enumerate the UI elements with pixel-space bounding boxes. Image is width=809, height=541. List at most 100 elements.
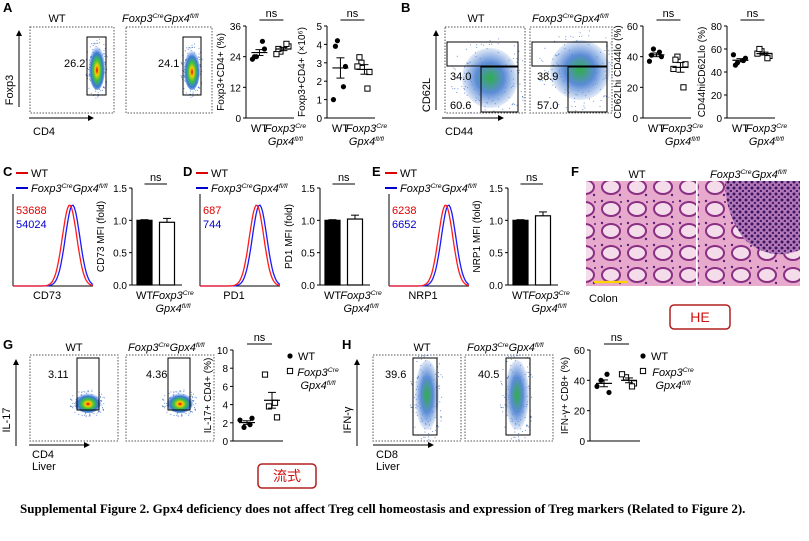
scatter-dot xyxy=(493,110,495,112)
scatter-dot xyxy=(177,413,179,415)
panelA-chart2-y-tick-label: 5 xyxy=(316,22,322,33)
scatter-dot xyxy=(70,398,72,400)
scatter-dot xyxy=(102,89,104,91)
panelA-chart1-point xyxy=(273,51,280,58)
panelB-chart2-x-label-ko-line2: Gpx4fl/fl xyxy=(749,136,784,148)
scatter-dot xyxy=(193,404,195,406)
panelD-bar-chart-y-tick-label: 0.5 xyxy=(301,249,315,260)
panel-letter-C: C xyxy=(3,164,13,179)
scatter-dot xyxy=(523,79,525,81)
scatter-dot xyxy=(502,395,504,397)
scatter-dot xyxy=(510,358,512,360)
panelB-chart1-y-title: CD62Lhi CD44lo (%) xyxy=(613,25,624,118)
scatter-dot xyxy=(511,103,513,105)
panelD-bar-chart-y-title: PD1 MFI (fold) xyxy=(284,204,295,269)
scatter-dot xyxy=(420,355,422,357)
scatter-dot xyxy=(85,73,87,75)
scatter-dot xyxy=(102,407,104,408)
panelA-chart1-x-label-wt: WT xyxy=(251,123,268,135)
scatter-dot xyxy=(100,411,102,413)
scatter-dot xyxy=(526,371,528,373)
scatter-dot xyxy=(164,406,166,408)
scatter-dot xyxy=(520,90,522,92)
scatter-dot xyxy=(179,391,181,393)
scatter-dot xyxy=(510,355,512,357)
scatter-dot xyxy=(100,393,102,395)
panelE-histogram-x-title: NRP1 xyxy=(408,290,437,302)
panelC-bar-chart-x-label-ko-line1: Foxp3Cre xyxy=(152,290,194,302)
scatter-dot xyxy=(95,97,97,99)
scatter-dot xyxy=(531,396,533,398)
panelA-chart1-x-label-ko-line2: Gpx4fl/fl xyxy=(268,136,303,148)
scatter-dot xyxy=(456,91,458,93)
scatter-dot xyxy=(97,411,99,413)
scatter-dot xyxy=(501,406,503,408)
scatter-dot xyxy=(434,437,436,439)
scatter-dot xyxy=(168,392,170,394)
scatter-dot xyxy=(416,361,418,362)
panelD-bar-chart: 1.5 1.0 0.5 0.0 PD1 MFI (fold) ns WT xyxy=(284,172,370,302)
panelA-chart2-x-label-ko-line1: Foxp3Cre xyxy=(346,123,388,135)
panelF-ko-title: Foxp3CreGpx4fl/fl xyxy=(710,169,787,181)
scatter-dot xyxy=(84,414,85,416)
panelC-bar-chart: 1.5 1.0 0.5 0.0 CD73 MFI (fold) ns WT xyxy=(96,172,182,302)
panel-letter-D: D xyxy=(183,164,192,179)
scatter-dot xyxy=(513,356,515,358)
scatter-dot xyxy=(608,50,610,52)
scatter-dot xyxy=(81,392,83,394)
scatter-dot xyxy=(610,42,612,44)
panelF-wt-title: WT xyxy=(628,169,645,181)
panelA-y-title: Foxp3 xyxy=(4,75,16,106)
panelA-chart1-point xyxy=(283,40,290,47)
scatter-dot xyxy=(190,391,192,393)
scatter-dot xyxy=(464,92,466,94)
scatter-dot xyxy=(500,404,502,406)
scatter-dot xyxy=(522,99,524,101)
scatter-dot xyxy=(88,87,90,89)
scatter-dot xyxy=(100,397,102,399)
panelA-y-arrowhead xyxy=(16,30,22,36)
scatter-dot xyxy=(427,440,429,442)
scatter-dot xyxy=(183,391,185,393)
panelH-ko-gate xyxy=(505,357,531,436)
panelE-histogram-wt-curve xyxy=(389,204,470,287)
scatter-dot xyxy=(102,396,104,398)
scatter-dot xyxy=(452,88,454,90)
scatter-dot xyxy=(543,83,545,85)
panelG-legend-wt-label: WT xyxy=(298,351,315,363)
scatter-dot xyxy=(512,355,514,357)
scatter-dot xyxy=(539,80,541,82)
scatter-dot xyxy=(194,408,196,410)
panelD-bar-chart-x-label-wt: WT xyxy=(324,290,341,302)
panelB-chart1-point xyxy=(680,84,687,91)
scatter-dot xyxy=(191,47,193,49)
scatter-dot xyxy=(103,403,105,405)
scatter-dot xyxy=(454,68,456,70)
scatter-dot xyxy=(483,44,484,46)
scatter-dot xyxy=(558,104,560,105)
panelB-wt-gate-top xyxy=(446,41,519,67)
scatter-dot xyxy=(423,436,425,438)
scatter-dot xyxy=(177,416,179,418)
scatter-dot xyxy=(565,107,567,109)
panelB-chart2-y-tick-label: 80 xyxy=(711,22,723,33)
scatter-dot xyxy=(104,63,106,65)
scatter-dot xyxy=(87,75,89,77)
scatter-dot xyxy=(88,73,90,75)
panelH-chart-point xyxy=(606,389,612,396)
scatter-dot xyxy=(574,106,576,107)
scatter-dot xyxy=(201,59,203,61)
panelB-chart2-y-tick-label: 20 xyxy=(711,91,723,102)
panelC-bar-chart-sig-label: ns xyxy=(150,172,162,184)
scatter-dot xyxy=(97,95,99,97)
scatter-dot xyxy=(517,440,519,442)
panelD-bar-chart-sig-label: ns xyxy=(338,172,350,184)
scatter-dot xyxy=(503,396,505,398)
scatter-dot xyxy=(99,38,100,40)
scatter-dot xyxy=(180,76,182,78)
panelB-chart2-point xyxy=(764,55,771,62)
scatter-dot xyxy=(502,407,504,409)
scatter-dot xyxy=(509,107,511,109)
scatter-dot xyxy=(502,411,504,413)
